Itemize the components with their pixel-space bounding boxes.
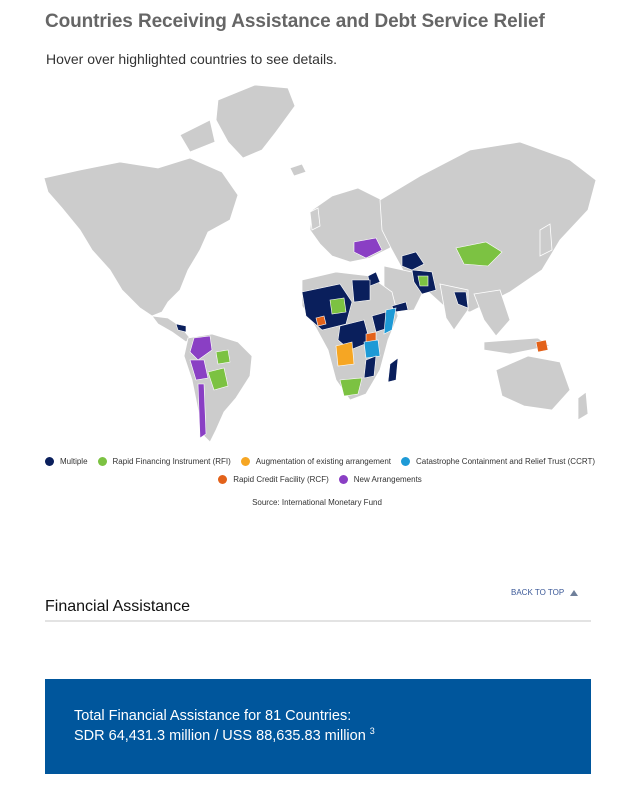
region-mozambique[interactable] xyxy=(363,355,377,379)
asia xyxy=(379,141,597,313)
total-assistance-heading: Total Financial Assistance for 81 Countr… xyxy=(74,708,352,724)
legend-label: Augmentation of existing arrangement xyxy=(255,457,391,466)
region-madagascar[interactable] xyxy=(387,357,399,383)
region-nigeria-rcf[interactable] xyxy=(315,315,327,327)
page-title: Countries Receiving Assistance and Debt … xyxy=(45,11,545,32)
legend-dot-multiple xyxy=(44,457,54,466)
arctic-islands xyxy=(179,119,216,153)
total-assistance-panel: Total Financial Assistance for 81 Countr… xyxy=(45,679,591,774)
legend-item-rcf: Rapid Credit Facility (RCF) xyxy=(218,475,329,484)
region-angola[interactable] xyxy=(335,341,355,367)
region-west-africa-green[interactable] xyxy=(329,297,347,315)
map-legend: Multiple Rapid Financing Instrument (RFI… xyxy=(10,457,620,493)
region-central-america[interactable] xyxy=(175,323,187,333)
highlight-layer xyxy=(175,237,549,439)
india xyxy=(439,283,469,331)
iceland xyxy=(289,163,307,177)
world-map[interactable] xyxy=(40,80,600,450)
australia xyxy=(495,355,571,411)
back-to-top-label: BACK TO TOP xyxy=(511,588,565,597)
back-to-top-link[interactable]: BACK TO TOP xyxy=(511,588,579,597)
total-assistance-amounts: SDR 64,431.3 million / USS 88,635.83 mil… xyxy=(74,726,375,744)
source-note: Source: International Monetary Fund xyxy=(252,498,382,507)
legend-item-augmentation: Augmentation of existing arrangement xyxy=(240,457,391,466)
legend-label: Multiple xyxy=(59,457,88,466)
region-egypt[interactable] xyxy=(351,279,371,303)
legend-item-new-arrangements: New Arrangements xyxy=(338,475,422,484)
legend-label: New Arrangements xyxy=(353,475,422,484)
legend-item-multiple: Multiple xyxy=(44,457,88,466)
region-ukraine[interactable] xyxy=(353,237,383,259)
region-bolivia-paraguay[interactable] xyxy=(207,367,229,391)
legend-row-1: Multiple Rapid Financing Instrument (RFI… xyxy=(10,457,620,466)
legend-dot-augmentation xyxy=(240,457,250,466)
greenland xyxy=(215,84,296,159)
region-chile[interactable] xyxy=(197,383,207,439)
legend-dot-rfi xyxy=(97,457,107,466)
region-peru[interactable] xyxy=(189,359,209,381)
legend-label: Rapid Financing Instrument (RFI) xyxy=(112,457,231,466)
region-central-africa[interactable] xyxy=(337,319,371,351)
section-title: Financial Assistance xyxy=(45,598,190,615)
total-assistance-value: SDR 64,431.3 million / USS 88,635.83 mil… xyxy=(74,727,366,744)
indonesia xyxy=(483,337,552,355)
legend-item-ccrt: Catastrophe Containment and Relief Trust… xyxy=(401,457,595,466)
legend-dot-new-arrangements xyxy=(338,475,348,484)
arrow-up-icon xyxy=(570,589,579,596)
land-layer xyxy=(43,84,597,443)
legend-dot-ccrt xyxy=(401,457,410,466)
japan xyxy=(539,223,553,257)
region-mongolia[interactable] xyxy=(455,241,503,267)
page-subtitle: Hover over highlighted countries to see … xyxy=(46,51,338,67)
region-somalia[interactable] xyxy=(383,307,397,335)
north-america xyxy=(43,157,239,317)
legend-label: Catastrophe Containment and Relief Trust… xyxy=(416,457,596,466)
legend-row-2: Rapid Credit Facility (RCF) New Arrangem… xyxy=(10,475,620,484)
footnote-marker[interactable]: 3 xyxy=(369,726,375,736)
region-kyrgyzstan-tajikistan[interactable] xyxy=(401,251,425,271)
uk xyxy=(309,207,321,231)
southeast-asia xyxy=(473,289,511,337)
legend-dot-rcf xyxy=(218,475,228,484)
region-afghanistan-green[interactable] xyxy=(417,275,429,287)
section-divider xyxy=(45,620,591,622)
legend-label: Rapid Credit Facility (RCF) xyxy=(233,475,329,484)
region-south-africa[interactable] xyxy=(339,377,363,397)
new-zealand xyxy=(577,391,589,421)
region-papua-new-guinea[interactable] xyxy=(535,339,549,353)
region-brazil-green[interactable] xyxy=(215,349,231,365)
region-tanzania-ccrt[interactable] xyxy=(363,339,381,359)
legend-item-rfi: Rapid Financing Instrument (RFI) xyxy=(97,457,231,466)
region-nepal-bangladesh[interactable] xyxy=(453,291,469,309)
region-west-africa[interactable] xyxy=(301,283,353,331)
region-colombia-ecuador[interactable] xyxy=(189,335,213,361)
